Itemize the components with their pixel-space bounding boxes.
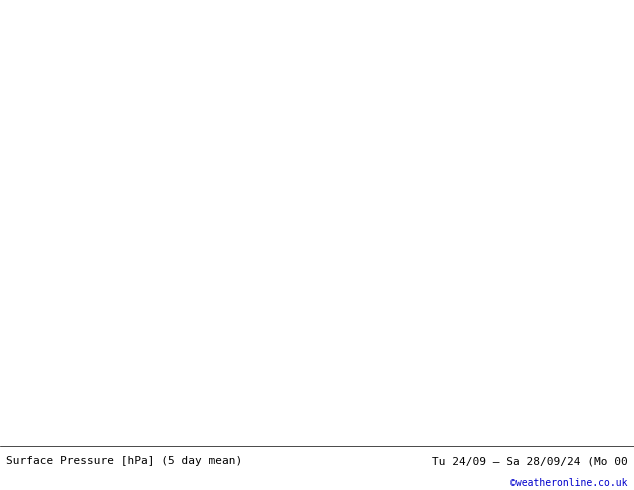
Text: Tu 24/09 – Sa 28/09/24 (Mo 00: Tu 24/09 – Sa 28/09/24 (Mo 00	[432, 456, 628, 466]
Text: ©weatheronline.co.uk: ©weatheronline.co.uk	[510, 478, 628, 489]
Text: Surface Pressure [hPa] (5 day mean): Surface Pressure [hPa] (5 day mean)	[6, 456, 243, 466]
